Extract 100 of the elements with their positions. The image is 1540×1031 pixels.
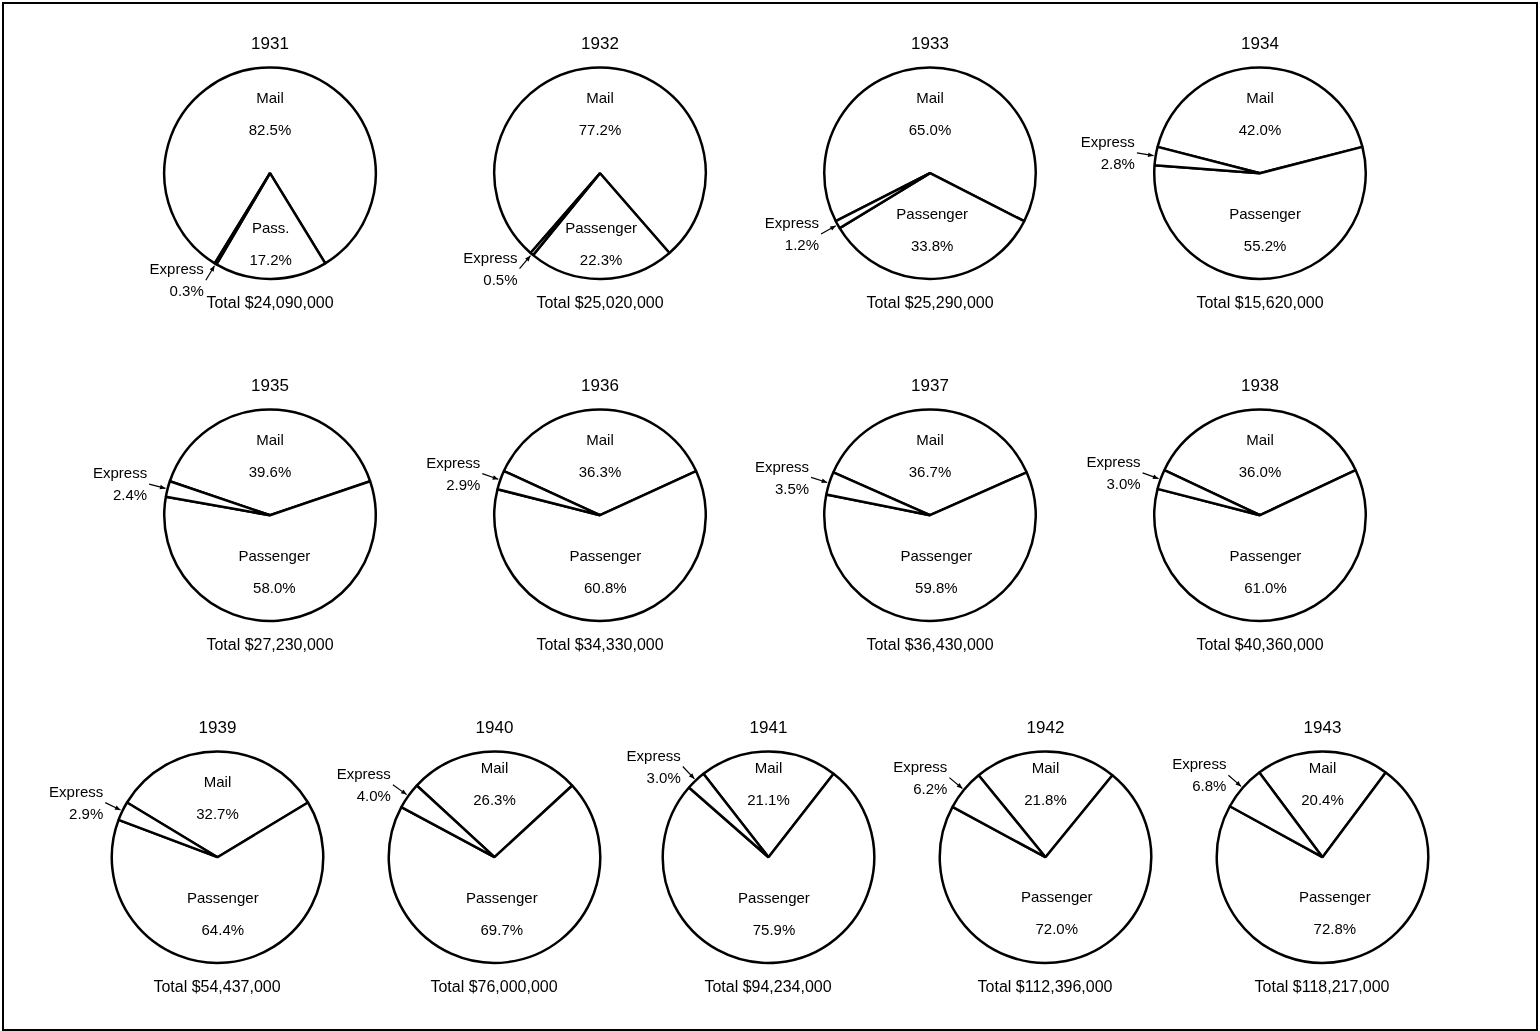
data-label: 32.7% — [195, 805, 239, 823]
data-label: 61.0% — [1244, 579, 1287, 597]
text: Total $112,396,000 — [976, 978, 1114, 996]
data-label: 2.9% — [446, 475, 481, 493]
chart-title: 1940 — [475, 717, 513, 737]
data-label: 21.1% — [746, 791, 790, 809]
slice-label: Express — [1086, 453, 1141, 471]
text: Total $118,217,000 — [1253, 978, 1391, 996]
chart-title: 1931 — [251, 33, 289, 53]
data-label: 60.8% — [584, 579, 627, 597]
data-label: 0.3% — [169, 282, 204, 300]
slice-label: Mail — [1246, 431, 1274, 449]
slice-label: Pass. — [251, 219, 290, 237]
data-label: 42.0% — [1238, 121, 1282, 139]
slice-label: Mail — [203, 773, 231, 791]
slice-label: Express — [1080, 133, 1135, 151]
slice-label: Passenger — [1298, 888, 1371, 906]
slice-label: Express — [48, 782, 103, 800]
data-label: 0.5% — [483, 270, 518, 288]
data-label: 39.6% — [248, 463, 292, 481]
slice-label: Express — [626, 746, 681, 764]
chart-title: 1943 — [1303, 717, 1341, 737]
slice-label: Passenger — [737, 889, 810, 907]
data-label: 55.2% — [1243, 237, 1287, 255]
data-label: 20.4% — [1300, 791, 1344, 809]
data-label: 26.3% — [472, 791, 516, 809]
chart-title: 1942 — [1026, 717, 1064, 737]
chart-title: 1932 — [581, 33, 619, 53]
data-label: 3.5% — [774, 479, 810, 497]
chart-title: 1933 — [911, 33, 949, 53]
data-label: 2.4% — [112, 486, 148, 504]
slice-label: Express — [336, 764, 391, 782]
data-label: 4.0% — [356, 786, 391, 804]
data-label: 36.3% — [578, 463, 622, 481]
slice-label: Mail — [256, 431, 284, 449]
chart-title: 1936 — [581, 375, 619, 395]
data-label: 21.8% — [1023, 791, 1067, 809]
slice-label: Express — [1171, 755, 1226, 773]
data-label: 22.3% — [579, 251, 623, 269]
slice-label: Passenger — [186, 889, 259, 907]
slice-label: Express — [426, 453, 481, 471]
slice-label: Passenger — [1020, 888, 1093, 906]
text: Total $25,290,000 — [865, 294, 995, 312]
legend-label: Express — [149, 260, 204, 278]
slice-label: Mail — [1031, 759, 1059, 777]
text: Total $15,620,000 — [1195, 294, 1325, 312]
data-label: 33.8% — [910, 237, 954, 255]
data-label: 36.7% — [908, 463, 952, 481]
data-label: 2.9% — [68, 804, 103, 822]
data-label: 72.0% — [1034, 920, 1078, 938]
chart-title: 1941 — [749, 717, 787, 737]
text: Total $24,090,000 — [206, 294, 334, 311]
data-label: 1.2% — [784, 236, 820, 254]
data-label: 64.4% — [201, 921, 244, 939]
data-label: 3.0% — [646, 768, 681, 786]
text: Total $36,430,000 — [865, 636, 995, 654]
slice-label: Mail — [586, 431, 614, 449]
slice-label: Passenger — [465, 889, 538, 907]
data-label: 82.5% — [248, 121, 292, 139]
slice-label: Mail — [754, 759, 782, 777]
text: Total $54,437,000 — [152, 978, 282, 996]
data-label: 6.2% — [912, 779, 947, 797]
slice-label: Passenger — [238, 547, 311, 565]
slice-label: Express — [892, 757, 947, 775]
data-label: 59.8% — [915, 579, 958, 597]
legend-label: Express — [764, 214, 820, 232]
text: Total $34,330,000 — [535, 636, 665, 654]
slice-label: Mail — [586, 89, 614, 107]
slice-label: Mail — [916, 89, 944, 107]
chart-title: 1939 — [198, 717, 236, 737]
data-label: 58.0% — [253, 579, 296, 597]
chart-title: 1937 — [911, 375, 949, 395]
slice-label: Mail — [1308, 759, 1336, 777]
text: Total $76,000,000 — [429, 978, 559, 996]
slice-label: Passenger — [1229, 205, 1301, 223]
text: Total $25,020,000 — [535, 294, 665, 312]
slice-label: Mail — [1246, 89, 1274, 107]
slice-label: Passenger — [565, 219, 637, 237]
slice-label: Mail — [916, 431, 944, 449]
text: Total $27,230,000 — [205, 636, 335, 654]
data-label: 75.9% — [752, 921, 795, 939]
legend-label: Express — [463, 248, 518, 266]
text: Total $40,360,000 — [1195, 636, 1325, 654]
data-label: 2.8% — [1100, 155, 1135, 173]
slice-label: Passenger — [900, 547, 973, 565]
data-label: 6.8% — [1191, 777, 1226, 795]
data-label: 69.7% — [480, 921, 523, 939]
data-label: 77.2% — [578, 121, 622, 139]
chart-title: 1938 — [1241, 375, 1279, 395]
chart-title: 1935 — [251, 375, 289, 395]
slice-label: Passenger — [569, 547, 642, 565]
slice-label: Mail — [256, 89, 284, 107]
data-label: 72.8% — [1313, 920, 1356, 938]
slice-label: Passenger — [1229, 547, 1302, 565]
slice-label: Mail — [480, 759, 508, 777]
data-label: 3.0% — [1106, 475, 1141, 493]
slice-label: Express — [92, 464, 148, 482]
data-label: 17.2% — [249, 251, 292, 269]
chart-title: 1934 — [1241, 33, 1279, 53]
slice-label: Passenger — [896, 205, 969, 223]
